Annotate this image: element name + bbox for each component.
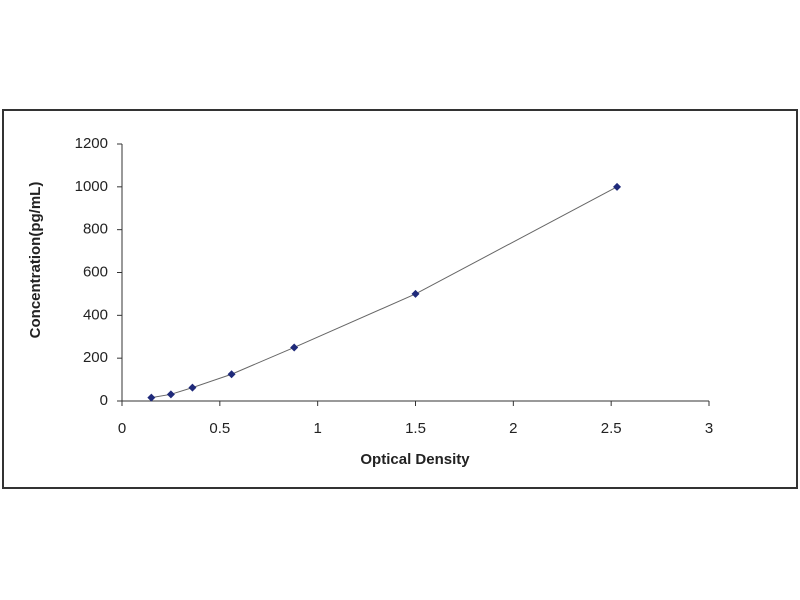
x-axis-title: Optical Density xyxy=(360,451,470,468)
x-tick-label: 1 xyxy=(313,420,321,437)
point xyxy=(188,383,197,392)
y-tick-label: 200 xyxy=(83,349,108,366)
x-tick-label: 0 xyxy=(118,420,126,437)
x-tick-label: 2 xyxy=(509,420,517,437)
y-tick-label: 1000 xyxy=(75,178,108,195)
point xyxy=(613,182,622,191)
chart-frame xyxy=(2,109,798,489)
point xyxy=(227,370,236,379)
y-tick-label: 1200 xyxy=(75,135,108,152)
x-tick-label: 0.5 xyxy=(209,420,230,437)
x-tick-label: 2.5 xyxy=(601,420,622,437)
point xyxy=(411,289,420,298)
x-tick-label: 3 xyxy=(705,420,713,437)
y-axis-title: Concentration(pg/mL) xyxy=(27,182,44,339)
y-tick-label: 800 xyxy=(83,221,108,238)
y-tick-label: 400 xyxy=(83,306,108,323)
y-tick-label: 600 xyxy=(83,263,108,280)
point xyxy=(147,393,156,402)
x-tick-label: 1.5 xyxy=(405,420,426,437)
point xyxy=(166,390,175,399)
point xyxy=(290,343,299,352)
y-tick-label: 0 xyxy=(100,392,108,409)
